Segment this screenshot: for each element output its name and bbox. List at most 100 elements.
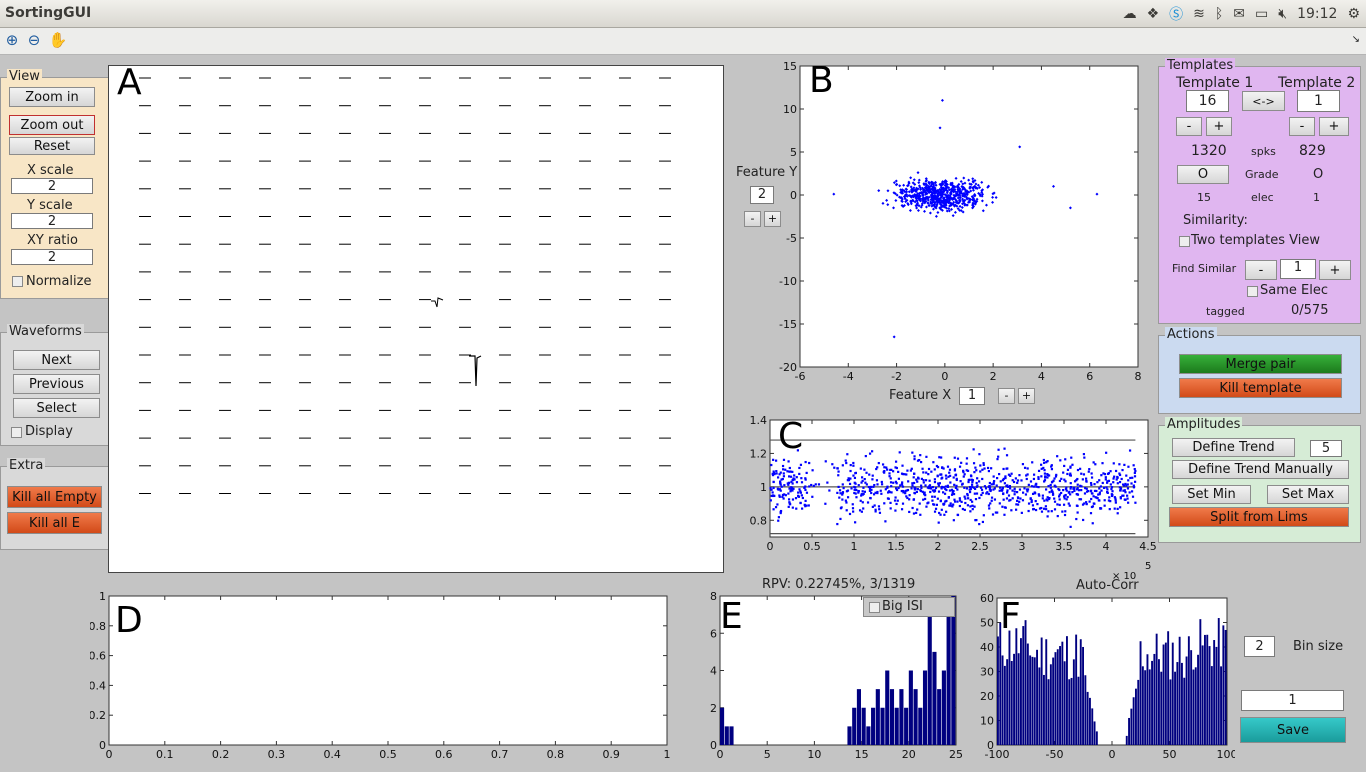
template-1-plus-button[interactable]: + (1206, 117, 1232, 136)
big-isi-checkbox[interactable] (869, 602, 880, 613)
amplitude-point (965, 457, 969, 460)
feature-y-input[interactable]: 2 (750, 186, 774, 204)
scatter-point (991, 200, 995, 204)
autocorr-bar (1082, 646, 1084, 745)
feature-x-minus-button[interactable]: - (998, 388, 1015, 404)
template-1-grade-button[interactable]: O (1177, 165, 1229, 184)
amplitude-point (1048, 491, 1051, 494)
amplitude-point (1053, 500, 1057, 503)
amplitude-point (868, 452, 872, 455)
define-trend-manually-button[interactable]: Define Trend Manually (1172, 460, 1349, 479)
y-scale-input[interactable]: 2 (11, 213, 93, 229)
toolbar-dock-icon[interactable]: ↘ (1351, 34, 1360, 45)
previous-button[interactable]: Previous (13, 374, 100, 394)
amplitude-point (1098, 491, 1101, 494)
find-similar-plus-button[interactable]: + (1319, 260, 1351, 280)
waveform-grid-plot[interactable]: A (108, 62, 724, 573)
display-checkbox[interactable] (11, 427, 22, 438)
clock[interactable]: 19:12 (1297, 5, 1338, 22)
template-2-input[interactable]: 1 (1297, 90, 1340, 112)
define-trend-button[interactable]: Define Trend (1172, 438, 1295, 457)
x-scale-input[interactable]: 2 (11, 178, 93, 194)
amplitude-point (941, 476, 944, 479)
scatter-point (968, 185, 972, 189)
find-similar-minus-button[interactable]: - (1245, 260, 1277, 280)
set-min-button[interactable]: Set Min (1172, 485, 1251, 504)
amplitude-point (1101, 481, 1104, 485)
trend-value-input[interactable]: 5 (1310, 440, 1342, 457)
xy-ratio-input[interactable]: 2 (11, 249, 93, 265)
feature-x-input[interactable]: 1 (959, 387, 985, 405)
zoom-out-icon[interactable]: ⊖ (27, 31, 41, 49)
scatter-point (919, 205, 923, 209)
amplitude-point (949, 474, 952, 477)
zoom-in-icon[interactable]: ⊕ (5, 31, 19, 49)
amplitude-point (787, 481, 791, 485)
bin-size-input[interactable]: 2 (1244, 636, 1275, 657)
amplitude-point (839, 517, 842, 521)
save-button[interactable]: Save (1240, 717, 1346, 743)
template-2-minus-button[interactable]: - (1289, 117, 1315, 136)
normalize-checkbox[interactable] (12, 276, 23, 287)
amplitude-point (1063, 478, 1066, 481)
volume-muted-icon[interactable]: 🔇︎ (1278, 5, 1288, 22)
dropbox-icon[interactable]: ❖ (1146, 5, 1160, 22)
mail-icon[interactable]: ✉ (1233, 5, 1246, 22)
save-name-input[interactable]: 1 (1241, 690, 1344, 711)
amplitude-point (968, 488, 971, 491)
template-1-input[interactable]: 16 (1186, 90, 1229, 112)
pan-icon[interactable]: ✋ (48, 31, 68, 49)
reset-button[interactable]: Reset (9, 137, 95, 155)
zoom-in-button[interactable]: Zoom in (9, 87, 95, 107)
wifi-icon[interactable]: ≋ (1193, 5, 1205, 22)
x-tick-label: 0.9 (602, 748, 620, 761)
template-1-minus-button[interactable]: - (1176, 117, 1202, 136)
template-2-plus-button[interactable]: + (1319, 117, 1349, 136)
select-button[interactable]: Select (13, 398, 100, 418)
skype-icon[interactable]: Ⓢ (1169, 6, 1184, 23)
scatter-point (877, 189, 881, 193)
amplitude-point (1109, 500, 1112, 503)
scatter-point (940, 208, 944, 212)
kill-all-empty-button[interactable]: Kill all Empty (7, 486, 102, 508)
next-button[interactable]: Next (13, 350, 100, 370)
feature-y-plus-button[interactable]: + (764, 211, 781, 227)
amplitude-point (786, 470, 789, 473)
scatter-point (941, 182, 945, 186)
split-from-lims-button[interactable]: Split from Lims (1169, 507, 1349, 527)
feature-y-minus-button[interactable]: - (744, 211, 761, 227)
big-isi-box[interactable]: Big ISI (863, 597, 955, 617)
two-templates-view-checkbox[interactable] (1179, 236, 1190, 247)
x-tick-label: -2 (891, 370, 902, 383)
amplitude-point (1037, 476, 1040, 479)
amplitude-point (1118, 472, 1121, 475)
amplitude-scatter-svg[interactable]: 0 0.5 1 1.5 2 2.5 3 3.5 4 4.5 1.4 1.2 1 0.8 × 10 5 (740, 412, 1160, 587)
bluetooth-icon[interactable]: ᛒ (1214, 5, 1224, 22)
elec-label: elec (1251, 191, 1274, 204)
set-max-button[interactable]: Set Max (1267, 485, 1349, 504)
swap-templates-button[interactable]: <-> (1242, 91, 1285, 111)
amplitude-point (778, 473, 781, 476)
amplitude-point (1081, 503, 1085, 506)
find-similar-input[interactable]: 1 (1280, 259, 1316, 279)
amplitude-point (863, 478, 866, 481)
merge-pair-button[interactable]: Merge pair (1179, 354, 1342, 374)
battery-icon[interactable]: ▭ (1255, 5, 1269, 22)
amplitude-point (1002, 467, 1005, 471)
amplitude-point (981, 477, 984, 481)
gear-icon[interactable]: ⚙ (1347, 5, 1360, 22)
kill-template-button[interactable]: Kill template (1179, 378, 1342, 398)
plot-d-svg[interactable]: 0 0.1 0.2 0.3 0.4 0.5 0.6 0.7 0.8 0.9 1 1 0.8 0.6 0.4 0… (89, 588, 680, 768)
amplitude-point (789, 490, 792, 493)
scatter-point (952, 190, 956, 194)
amplitude-point (1015, 491, 1019, 494)
kill-all-e-button[interactable]: Kill all E (7, 512, 102, 534)
same-elec-checkbox[interactable] (1247, 286, 1258, 297)
cloud-sync-icon[interactable]: ☁ (1122, 5, 1137, 22)
zoom-out-button[interactable]: Zoom out (9, 115, 95, 135)
feature-x-plus-button[interactable]: + (1018, 388, 1035, 404)
amplitude-point (1032, 507, 1035, 511)
